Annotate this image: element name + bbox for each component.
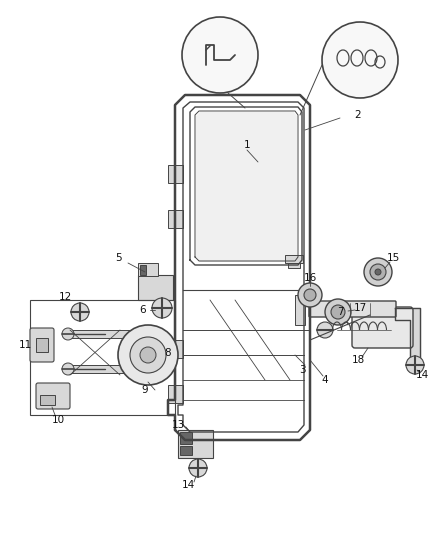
Circle shape [406, 356, 424, 374]
Text: 18: 18 [351, 355, 364, 365]
Polygon shape [395, 308, 420, 360]
FancyBboxPatch shape [178, 430, 213, 458]
Bar [168, 210, 183, 228]
Circle shape [331, 305, 345, 319]
Bar [138, 263, 158, 276]
Bar [168, 340, 183, 358]
Bar [30, 300, 175, 415]
Bar [295, 295, 305, 325]
Bar [285, 255, 303, 263]
Text: 13: 13 [171, 420, 185, 430]
Text: 14: 14 [181, 480, 194, 490]
Text: 9: 9 [141, 385, 148, 395]
Text: 12: 12 [58, 292, 72, 302]
Text: 6: 6 [140, 305, 146, 315]
Bar [40, 395, 55, 405]
Circle shape [304, 289, 316, 301]
Bar [168, 165, 183, 183]
Circle shape [152, 298, 172, 318]
Text: 3: 3 [299, 365, 305, 375]
Circle shape [322, 22, 398, 98]
Circle shape [182, 17, 258, 93]
Circle shape [317, 322, 333, 338]
Bar [70, 365, 135, 373]
FancyBboxPatch shape [138, 275, 173, 300]
Bar [180, 446, 192, 455]
Text: 5: 5 [115, 253, 121, 263]
FancyBboxPatch shape [309, 301, 396, 317]
FancyBboxPatch shape [36, 383, 70, 409]
Bar [140, 265, 146, 275]
Circle shape [189, 459, 207, 477]
Text: 15: 15 [386, 253, 399, 263]
FancyBboxPatch shape [352, 307, 413, 348]
Text: 16: 16 [304, 273, 317, 283]
Text: 4: 4 [321, 375, 328, 385]
Circle shape [370, 264, 386, 280]
Text: 17: 17 [353, 303, 367, 313]
Text: 1: 1 [244, 140, 250, 150]
Circle shape [71, 303, 89, 321]
Circle shape [140, 347, 156, 363]
Polygon shape [196, 112, 297, 262]
Bar [36, 338, 48, 352]
Bar [288, 263, 300, 268]
Circle shape [62, 328, 74, 340]
Bar [70, 330, 135, 338]
Circle shape [130, 337, 166, 373]
Circle shape [62, 363, 74, 375]
Text: 7: 7 [337, 307, 343, 317]
Text: 10: 10 [51, 415, 64, 425]
Text: 14: 14 [415, 370, 429, 380]
Circle shape [364, 258, 392, 286]
Text: 11: 11 [18, 340, 32, 350]
Bar [180, 432, 192, 444]
Text: 2: 2 [355, 110, 361, 120]
Circle shape [375, 269, 381, 275]
FancyBboxPatch shape [30, 328, 54, 362]
Circle shape [118, 325, 178, 385]
Circle shape [325, 299, 351, 325]
Circle shape [298, 283, 322, 307]
Bar [168, 385, 183, 403]
Text: 8: 8 [165, 348, 171, 358]
